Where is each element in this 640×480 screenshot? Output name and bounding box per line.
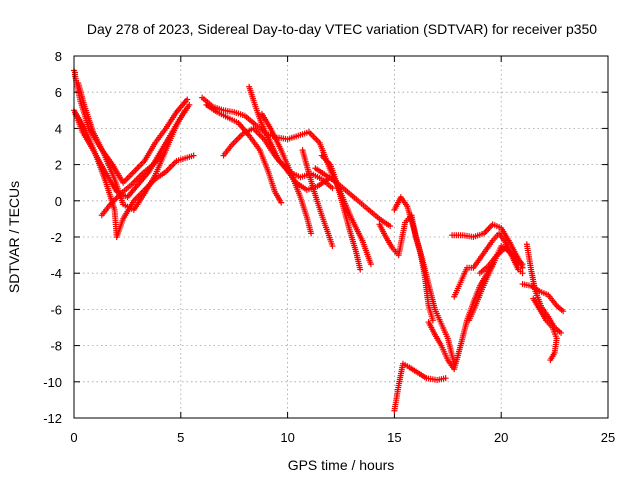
data-point — [190, 152, 197, 159]
series-arc-5 — [98, 150, 167, 219]
y-tick-label: -4 — [50, 266, 62, 281]
data-point — [387, 223, 394, 230]
y-tick-label: 4 — [55, 121, 62, 136]
data-point — [560, 308, 567, 315]
x-tick-label: 15 — [387, 430, 401, 445]
y-axis-label: SDTVAR / TECUs — [6, 181, 22, 293]
data-point — [367, 261, 374, 268]
series-arc-21 — [476, 244, 526, 277]
series-arc-3 — [73, 110, 197, 240]
data-points — [71, 67, 567, 414]
x-axis-label: GPS time / hours — [288, 457, 395, 473]
chart-title: Day 278 of 2023, Sidereal Day-to-day VTE… — [87, 21, 597, 37]
data-point — [182, 107, 189, 114]
data-point — [547, 357, 554, 364]
series-arc-9 — [220, 125, 332, 193]
series-arc-23 — [519, 281, 567, 315]
data-point — [184, 96, 191, 103]
x-tick-label: 20 — [494, 430, 508, 445]
y-tick-label: 0 — [55, 194, 62, 209]
x-tick-label: 0 — [70, 430, 77, 445]
x-tick-label: 5 — [177, 430, 184, 445]
series-arc-7 — [203, 101, 285, 206]
series-arc-13 — [312, 165, 394, 230]
series-arc-22 — [523, 241, 565, 336]
y-tick-label: -12 — [43, 411, 62, 426]
data-point — [442, 375, 449, 382]
x-tick-label: 25 — [601, 430, 615, 445]
axis-ticks: 0 5 10 15 20 25 -12 -10 -8 -6 -4 -2 0 2 4 6 8 — [43, 49, 615, 445]
data-point — [519, 270, 526, 277]
data-point — [308, 230, 315, 237]
series-arc-4 — [75, 80, 189, 213]
y-tick-label: -2 — [50, 230, 62, 245]
y-tick-label: -8 — [50, 339, 62, 354]
y-tick-label: -10 — [43, 375, 62, 390]
data-point — [329, 243, 336, 250]
series-arc-10 — [258, 110, 315, 237]
series-arc-15 — [391, 194, 436, 324]
data-point — [357, 266, 364, 273]
data-point — [329, 185, 336, 192]
series-arc-11 — [299, 147, 336, 250]
data-point — [278, 199, 285, 206]
x-tick-label: 10 — [280, 430, 294, 445]
series-arc-12 — [318, 152, 364, 273]
y-tick-label: 8 — [55, 49, 62, 64]
data-point — [429, 317, 436, 324]
data-point — [186, 101, 193, 108]
series-arc-16 — [391, 360, 449, 414]
y-tick-label: 6 — [55, 85, 62, 100]
series-arc-24 — [530, 295, 560, 364]
y-tick-label: 2 — [55, 158, 62, 173]
data-point — [160, 150, 167, 157]
series-arc-6 — [199, 94, 374, 268]
data-point — [558, 329, 565, 336]
grid-lines — [74, 56, 608, 418]
y-tick-label: -6 — [50, 302, 62, 317]
data-point — [519, 261, 526, 268]
plot-frame — [73, 55, 609, 419]
